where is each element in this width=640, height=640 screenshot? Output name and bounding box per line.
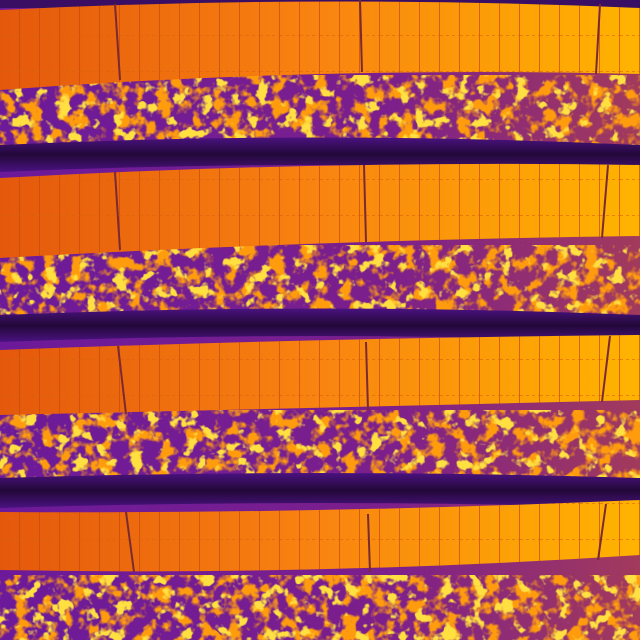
panel-divider [117, 345, 127, 415]
ground-texture [0, 75, 640, 145]
panel-cells [0, 163, 640, 258]
panel-cells [0, 500, 640, 572]
panel-divider [367, 513, 371, 573]
panel-divider [601, 164, 609, 239]
panel-divider [114, 171, 121, 251]
panel-row [0, 163, 640, 258]
panel-divider [363, 164, 367, 243]
panel-divider [601, 335, 611, 403]
ground-texture [0, 575, 640, 640]
panel-divider [597, 503, 607, 561]
panel-divider [359, 0, 363, 73]
shadow [0, 473, 640, 508]
panel-divider [595, 3, 601, 75]
ground-texture [0, 410, 640, 480]
panel-divider [365, 341, 369, 411]
shadow [0, 308, 640, 342]
panel-row [0, 500, 640, 573]
shadow [0, 137, 640, 172]
panel-divider [114, 3, 121, 81]
ground-texture [0, 245, 640, 315]
panel-cells [0, 1, 640, 90]
panel-cells [0, 335, 640, 415]
panel-row [0, 335, 640, 415]
panel-divider [125, 511, 135, 573]
panel-row [0, 0, 640, 90]
